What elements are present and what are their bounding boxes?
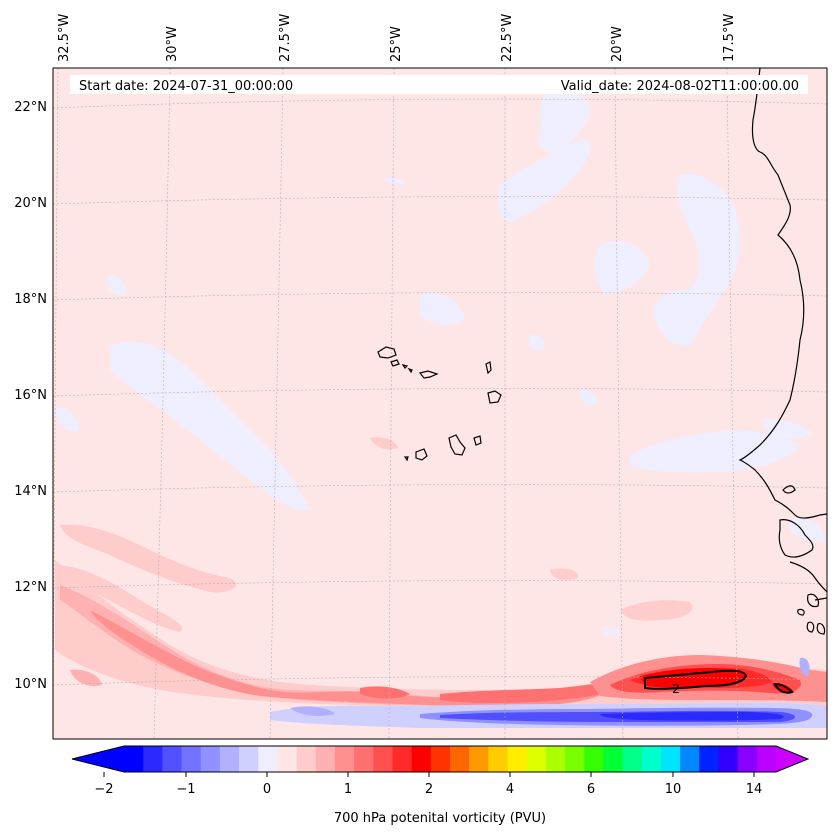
colorbar-swatch — [124, 746, 144, 772]
contour-label: 2 — [672, 681, 680, 696]
colorbar-swatch — [699, 746, 720, 772]
lat-label: 20°N — [14, 196, 47, 211]
colorbar — [71, 745, 810, 773]
lat-label: 14°N — [14, 484, 47, 499]
colorbar-over-arrow — [776, 746, 808, 772]
lat-label: 16°N — [14, 388, 47, 403]
colorbar-swatch — [143, 746, 163, 772]
colorbar-swatch — [239, 746, 259, 772]
colorbar-under-arrow — [72, 746, 124, 772]
colorbar-swatch — [469, 746, 489, 772]
colorbar-swatch — [411, 746, 432, 772]
lat-label: 10°N — [14, 677, 47, 692]
colorbar-tick-label: −1 — [176, 782, 195, 797]
colorbar-ticks: −2 −1 0 1 2 4 6 10 14 — [94, 772, 762, 797]
colorbar-swatch — [507, 746, 528, 772]
colorbar-tick-label: −2 — [94, 782, 113, 797]
graticule — [53, 68, 827, 739]
colorbar-swatch — [584, 746, 605, 772]
colorbar-tick-label: 2 — [425, 782, 433, 797]
colorbar-tick-label: 6 — [587, 782, 595, 797]
colorbar-swatch — [718, 746, 739, 772]
colorbar-swatch — [315, 746, 336, 772]
pv-contour-2 — [644, 669, 794, 694]
colorbar-swatch — [545, 746, 566, 772]
lon-label: 22.5°W — [500, 14, 515, 62]
colorbar-swatch — [565, 746, 585, 772]
colorbar-tick-label: 1 — [344, 782, 352, 797]
map-frame — [52, 67, 828, 740]
colorbar-swatch — [526, 746, 547, 772]
colorbar-swatch — [488, 746, 509, 772]
colorbar-swatch — [219, 746, 240, 772]
colorbar-swatch — [392, 746, 413, 772]
colorbar-swatch — [258, 746, 279, 772]
colorbar-swatch — [737, 746, 758, 772]
colorbar-swatch — [641, 746, 662, 772]
valid-date-text: Valid_date: 2024-08-02T11:00:00.00 — [561, 79, 799, 94]
latitude-labels: 22°N 20°N 18°N 16°N 14°N 12°N 10°N — [14, 100, 47, 692]
lon-label: 27.5°W — [278, 14, 293, 62]
colorbar-swatch — [354, 746, 374, 772]
colorbar-tick-label: 10 — [665, 782, 682, 797]
colorbar-swatch — [450, 746, 470, 772]
colorbar-swatch — [162, 746, 183, 772]
colorbar-swatch — [296, 746, 317, 772]
lon-label: 25°W — [389, 26, 404, 62]
lat-label: 22°N — [14, 100, 47, 115]
colorbar-swatch — [603, 746, 624, 772]
colorbar-swatch — [622, 746, 643, 772]
date-header-box — [70, 75, 808, 94]
cape-verde-islands — [377, 346, 502, 462]
colorbar-swatch — [660, 746, 681, 772]
lat-label: 12°N — [14, 580, 47, 595]
colorbar-swatch — [181, 746, 202, 772]
lon-label: 17.5°W — [722, 14, 737, 62]
colorbar-swatch — [756, 746, 777, 772]
colorbar-label: 700 hPa potenital vorticity (PVU) — [334, 811, 546, 826]
lon-label: 32.5°W — [57, 14, 72, 62]
colorbar-tick-label: 14 — [746, 782, 763, 797]
african-coastline — [738, 68, 827, 635]
colorbar-swatch — [373, 746, 394, 772]
colorbar-swatch — [334, 746, 355, 772]
low-pv-patches — [55, 91, 826, 678]
colorbar-outline — [71, 745, 810, 773]
lat-label: 18°N — [14, 292, 47, 307]
map-panel: 2 — [53, 68, 827, 739]
lon-label: 20°W — [610, 26, 625, 62]
start-date-text: Start date: 2024-07-31_00:00:00 — [79, 79, 293, 94]
colorbar-swatch — [277, 746, 298, 772]
colorbar-tick-label: 4 — [506, 782, 514, 797]
colorbar-swatch — [680, 746, 700, 772]
colorbar-tick-label: 0 — [263, 782, 271, 797]
longitude-labels: 32.5°W 30°W 27.5°W 25°W 22.5°W 20°W 17.5… — [57, 14, 737, 62]
negative-pv-band — [270, 657, 827, 728]
colorbar-swatch — [200, 746, 221, 772]
lon-label: 30°W — [165, 26, 180, 62]
colorbar-swatch — [430, 746, 451, 772]
